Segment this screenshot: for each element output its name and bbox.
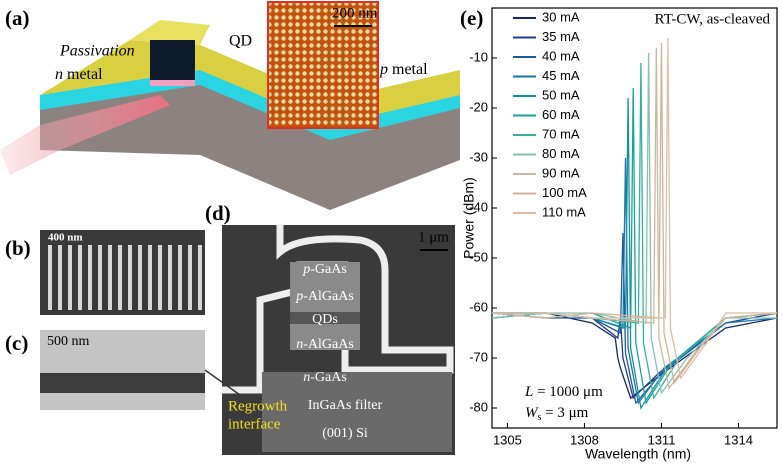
scale-label: 1 μm — [418, 229, 449, 245]
afm-inset — [267, 1, 379, 129]
y-tick-label: -40 — [469, 199, 488, 214]
scale-label: 400 nm — [48, 232, 83, 244]
panel-label: (e) — [460, 6, 483, 30]
sem-image — [40, 330, 205, 410]
spectrum-line — [492, 232, 777, 405]
annotation: Regrowth — [228, 398, 288, 414]
mesa — [290, 262, 360, 350]
plot-frame — [491, 7, 778, 429]
regrowth-band — [40, 373, 205, 393]
x-tick-label: 1314 — [724, 432, 753, 447]
layer-label: n-AlGaAs — [296, 337, 354, 352]
legend-label: 100 mA — [542, 185, 587, 200]
legend-label: 70 mA — [542, 126, 580, 141]
legend-label: 45 mA — [542, 68, 580, 83]
legend-label: 90 mA — [542, 165, 580, 180]
x-tick-label: 1308 — [570, 432, 599, 447]
layer-label: InGaAs filter — [308, 398, 383, 413]
spectrum-line — [492, 37, 777, 380]
layer-label: p-AlGaAs — [295, 289, 354, 304]
layer-label: (001) Si — [322, 426, 368, 441]
x-tick-label: 1311 — [647, 432, 675, 447]
label: n metal — [55, 66, 103, 83]
y-tick-label: -70 — [469, 349, 488, 364]
layer-label: QDs — [312, 312, 338, 327]
layer-label: p-GaAs — [302, 262, 347, 277]
arrow — [204, 369, 241, 396]
y-tick-label: -80 — [469, 399, 488, 414]
annotation: L = 1000 μm — [524, 384, 603, 400]
qd-layer — [290, 312, 360, 324]
x-axis-label: Wavelength (nm) — [585, 446, 691, 462]
scale-label: 500 nm — [47, 334, 90, 349]
layer-label: n-GaAs — [303, 370, 347, 385]
legend-label: 50 mA — [542, 87, 580, 102]
x-tick-label: 1305 — [493, 432, 522, 447]
gratings — [48, 245, 202, 310]
label: Passivation — [59, 43, 135, 60]
legend-label: 35 mA — [542, 29, 580, 44]
annotation: interface — [228, 416, 281, 432]
layer-labels: p-GaAs p-AlGaAs QDs n-AlGaAs n-GaAs InGa… — [295, 262, 382, 441]
annotation: Ws = 3 μm — [525, 405, 589, 423]
legend-label: 110 mA — [542, 204, 586, 219]
legend-label: 80 mA — [542, 146, 580, 161]
substrate — [262, 372, 452, 452]
panel-label: (c) — [5, 331, 28, 355]
legend-label: 40 mA — [542, 48, 580, 63]
y-tick-label: -10 — [469, 49, 488, 64]
annotation: RT-CW, as-cleaved — [655, 11, 771, 27]
label: p metal — [379, 61, 428, 78]
sem-image — [40, 230, 205, 315]
plot-area — [492, 37, 777, 410]
scale-label: 200 nm — [332, 5, 378, 21]
panel-label: (d) — [205, 201, 231, 225]
y-tick-label: -60 — [469, 299, 488, 314]
y-tick-label: -50 — [469, 249, 488, 264]
panel-label: (a) — [5, 6, 30, 30]
panel-label: (b) — [5, 236, 31, 260]
spectrum-line — [492, 52, 777, 395]
y-tick-label: -30 — [469, 149, 488, 164]
legend-label: 30 mA — [542, 9, 580, 24]
label: QD — [229, 33, 252, 50]
y-axis-label: Power (dBm) — [461, 177, 477, 259]
legend-label: 60 mA — [542, 107, 580, 122]
y-tick-label: -20 — [469, 99, 488, 114]
